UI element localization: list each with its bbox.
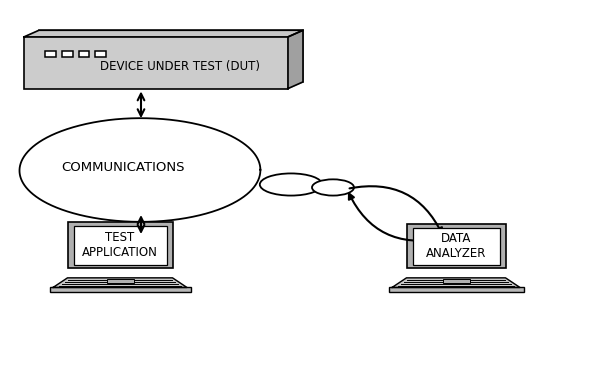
FancyBboxPatch shape bbox=[24, 37, 288, 89]
FancyBboxPatch shape bbox=[443, 279, 470, 283]
FancyBboxPatch shape bbox=[39, 30, 303, 82]
Polygon shape bbox=[24, 30, 303, 37]
FancyBboxPatch shape bbox=[407, 224, 505, 268]
Polygon shape bbox=[19, 118, 260, 222]
Ellipse shape bbox=[312, 179, 354, 196]
FancyBboxPatch shape bbox=[50, 287, 191, 292]
FancyBboxPatch shape bbox=[107, 279, 134, 283]
FancyBboxPatch shape bbox=[68, 222, 173, 268]
Text: DEVICE UNDER TEST (DUT): DEVICE UNDER TEST (DUT) bbox=[100, 60, 260, 73]
Ellipse shape bbox=[260, 173, 322, 196]
Polygon shape bbox=[53, 278, 187, 287]
Bar bbox=[79, 51, 89, 57]
Bar bbox=[62, 51, 73, 57]
Bar bbox=[95, 51, 106, 57]
Polygon shape bbox=[392, 278, 520, 287]
Text: DATA
ANALYZER: DATA ANALYZER bbox=[426, 232, 486, 260]
FancyBboxPatch shape bbox=[389, 287, 523, 292]
FancyBboxPatch shape bbox=[413, 228, 499, 265]
Polygon shape bbox=[288, 30, 303, 89]
FancyBboxPatch shape bbox=[74, 226, 167, 265]
Text: TEST
APPLICATION: TEST APPLICATION bbox=[82, 231, 158, 259]
Bar bbox=[45, 51, 56, 57]
Text: COMMUNICATIONS: COMMUNICATIONS bbox=[61, 161, 185, 175]
